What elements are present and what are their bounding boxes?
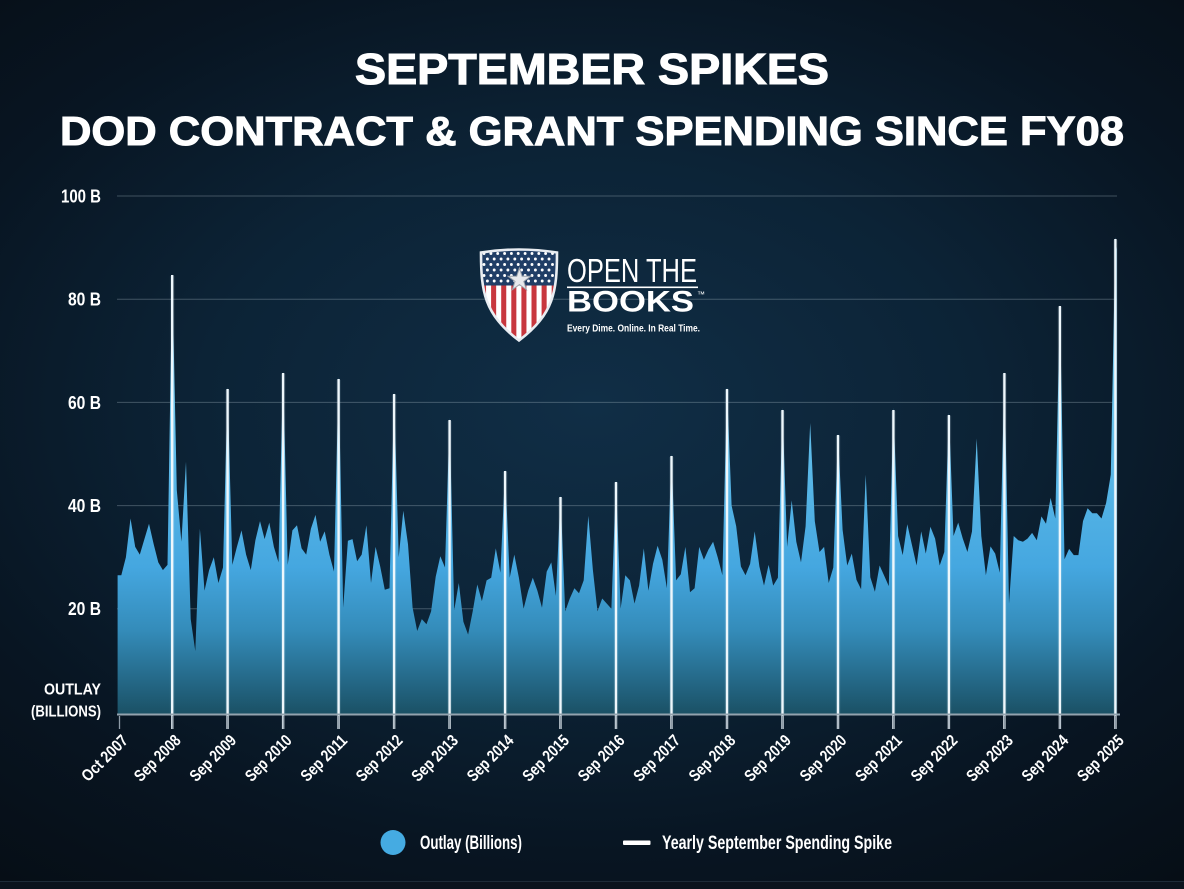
svg-text:Sep 2022: Sep 2022 — [908, 732, 962, 786]
svg-text:Sep 2023: Sep 2023 — [963, 732, 1017, 786]
svg-text:Every Dime. Online. In Real Ti: Every Dime. Online. In Real Time. — [567, 324, 700, 335]
svg-text:(BILLIONS): (BILLIONS) — [31, 704, 101, 721]
svg-text:™: ™ — [697, 290, 705, 299]
svg-text:Sep 2017: Sep 2017 — [630, 732, 684, 786]
svg-text:Sep 2008: Sep 2008 — [131, 732, 185, 786]
svg-text:Sep 2018: Sep 2018 — [686, 732, 740, 786]
svg-text:60 B: 60 B — [68, 393, 101, 413]
svg-text:Sep 2012: Sep 2012 — [353, 732, 407, 786]
svg-text:Sep 2019: Sep 2019 — [741, 732, 795, 786]
svg-text:Outlay (Billions): Outlay (Billions) — [420, 833, 522, 854]
svg-text:Sep 2016: Sep 2016 — [575, 732, 629, 786]
svg-text:80 B: 80 B — [68, 290, 101, 310]
svg-text:20 B: 20 B — [68, 599, 101, 619]
svg-text:SEPTEMBER SPIKES: SEPTEMBER SPIKES — [355, 45, 829, 94]
svg-text:Sep 2014: Sep 2014 — [464, 731, 518, 785]
svg-text:Sep 2025: Sep 2025 — [1074, 732, 1128, 786]
svg-text:100 B: 100 B — [61, 186, 101, 206]
svg-text:OPEN THE: OPEN THE — [567, 252, 697, 289]
svg-text:Sep 2021: Sep 2021 — [852, 732, 906, 786]
svg-text:Sep 2010: Sep 2010 — [242, 732, 296, 786]
svg-text:DOD CONTRACT & GRANT SPENDING: DOD CONTRACT & GRANT SPENDING SINCE FY08 — [60, 108, 1124, 154]
svg-text:Sep 2013: Sep 2013 — [408, 732, 462, 786]
svg-text:Sep 2011: Sep 2011 — [297, 732, 351, 786]
svg-text:Oct 2007: Oct 2007 — [78, 732, 132, 786]
svg-text:Sep 2024: Sep 2024 — [1019, 731, 1073, 785]
svg-text:BOOKS: BOOKS — [567, 286, 694, 319]
svg-text:Yearly September Spending Spik: Yearly September Spending Spike — [662, 833, 892, 854]
svg-text:Sep 2009: Sep 2009 — [186, 732, 240, 786]
svg-text:40 B: 40 B — [68, 496, 101, 516]
svg-text:Sep 2015: Sep 2015 — [519, 732, 573, 786]
svg-text:OUTLAY: OUTLAY — [44, 682, 101, 699]
svg-text:Sep 2020: Sep 2020 — [797, 732, 851, 786]
